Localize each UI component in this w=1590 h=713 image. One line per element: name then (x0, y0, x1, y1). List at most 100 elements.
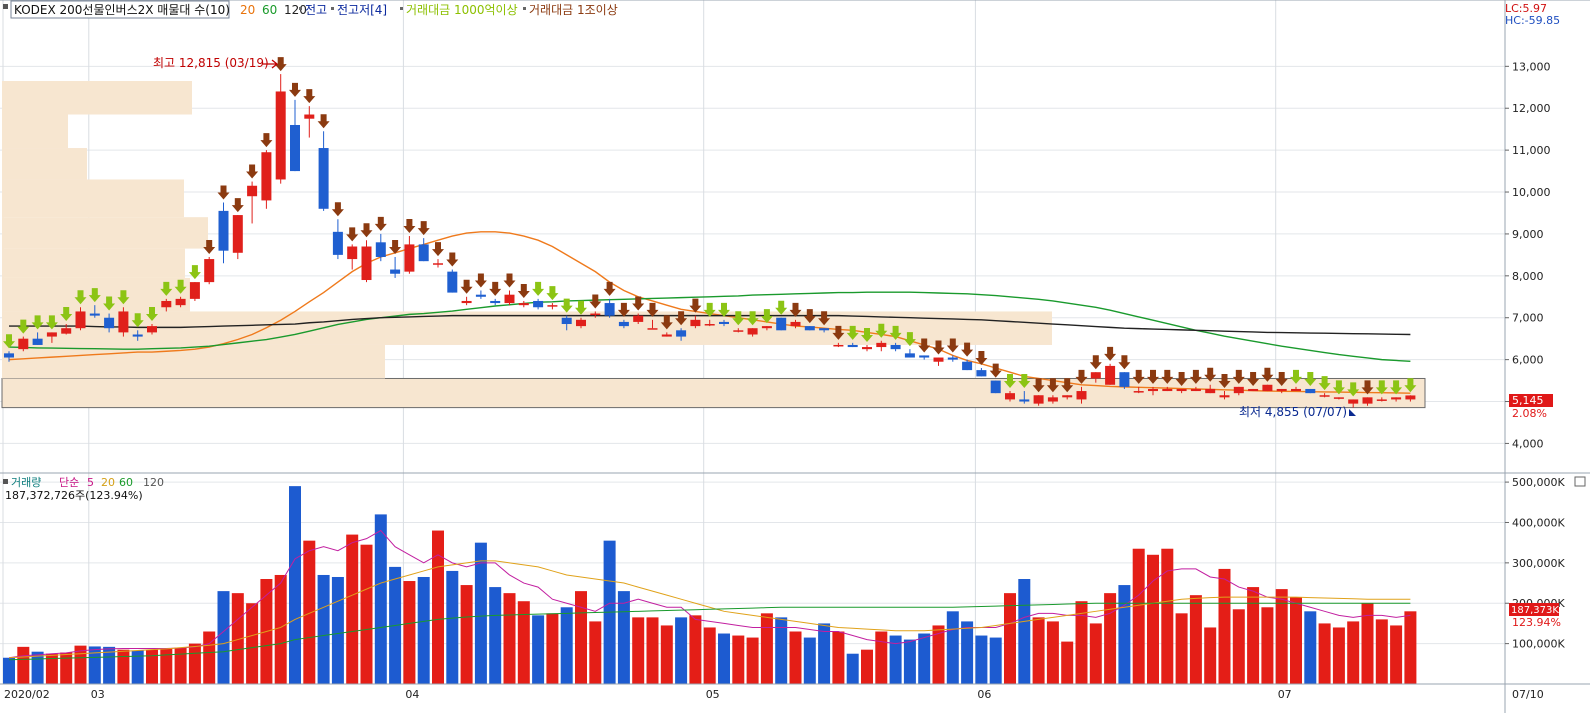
candle-body[interactable] (1005, 393, 1015, 400)
volume-bar[interactable] (346, 534, 359, 684)
panel-maximize-icon[interactable] (1574, 476, 1586, 487)
volume-bar[interactable] (203, 631, 216, 684)
volume-bar[interactable] (432, 530, 444, 684)
volume-bar[interactable] (74, 645, 87, 684)
candle-body[interactable] (847, 344, 858, 348)
volume-bar[interactable] (31, 651, 44, 684)
candle-body[interactable] (804, 326, 815, 331)
candle-body[interactable] (1305, 388, 1316, 394)
volume-bar[interactable] (274, 574, 287, 684)
volume-bar[interactable] (1032, 617, 1045, 684)
volume-bar[interactable] (746, 637, 759, 684)
title-box[interactable] (10, 0, 230, 19)
candle-body[interactable] (218, 210, 229, 251)
candle-body[interactable] (661, 334, 672, 337)
volume-bar[interactable] (703, 627, 716, 684)
volume-bar[interactable] (632, 617, 645, 684)
candle-body[interactable] (776, 317, 787, 331)
volume-bar[interactable] (1004, 593, 1016, 684)
volume-bar[interactable] (689, 615, 702, 684)
candle-body[interactable] (1333, 397, 1344, 399)
candle-body[interactable] (361, 246, 372, 281)
volume-bar[interactable] (1232, 609, 1245, 684)
candle-body[interactable] (1319, 395, 1330, 397)
volume-bar[interactable] (646, 617, 659, 684)
candle-body[interactable] (304, 114, 315, 119)
candle-body[interactable] (1019, 399, 1030, 402)
volume-bar[interactable] (660, 625, 673, 684)
candle-body[interactable] (547, 305, 558, 307)
volume-bar[interactable] (1404, 611, 1417, 684)
volume-bar[interactable] (1118, 585, 1131, 684)
volume-bar[interactable] (1390, 625, 1403, 684)
candle-body[interactable] (1219, 395, 1230, 398)
volume-bar[interactable] (789, 631, 802, 684)
volume-bar[interactable] (975, 635, 988, 684)
candle-body[interactable] (533, 300, 544, 308)
candle-body[interactable] (475, 294, 486, 297)
volume-bar[interactable] (217, 591, 230, 684)
candle-body[interactable] (576, 319, 586, 327)
candle-body[interactable] (733, 330, 744, 332)
volume-bar[interactable] (174, 647, 187, 684)
candle-body[interactable] (1348, 399, 1359, 404)
volume-bar[interactable] (17, 646, 30, 684)
volume-bar[interactable] (1046, 621, 1059, 684)
volume-bar[interactable] (88, 646, 101, 684)
volume-bar[interactable] (474, 542, 487, 684)
candle-body[interactable] (561, 317, 572, 325)
volume-bar[interactable] (1189, 595, 1202, 684)
volume-bar[interactable] (1018, 579, 1031, 684)
volume-bar[interactable] (903, 639, 916, 684)
candle-body[interactable] (175, 298, 186, 306)
volume-bar[interactable] (875, 631, 888, 684)
candle-body[interactable] (1176, 388, 1187, 392)
volume-bar[interactable] (503, 593, 516, 684)
candle-body[interactable] (232, 215, 243, 253)
volume-bar[interactable] (303, 540, 316, 684)
volume-bar[interactable] (1204, 627, 1217, 684)
candle-body[interactable] (618, 321, 629, 327)
volume-bar[interactable] (1347, 621, 1360, 684)
candle-body[interactable] (676, 330, 687, 337)
volume-bar[interactable] (1061, 641, 1074, 684)
volume-bar[interactable] (589, 621, 602, 684)
volume-bar[interactable] (560, 607, 573, 684)
candlesticks[interactable] (4, 74, 1416, 408)
candle-body[interactable] (1205, 388, 1216, 394)
volume-bar[interactable] (360, 544, 373, 684)
candle-body[interactable] (418, 244, 429, 262)
candle-body[interactable] (590, 313, 601, 316)
volume-bar[interactable] (1332, 627, 1345, 684)
candle-body[interactable] (704, 324, 715, 326)
legend-item[interactable]: 전고 (305, 3, 327, 17)
candle-body[interactable] (318, 148, 329, 209)
candle-body[interactable] (690, 319, 701, 327)
candle-body[interactable] (4, 353, 14, 358)
volume-bar[interactable] (961, 621, 974, 684)
candle-body[interactable] (1119, 372, 1130, 387)
candle-body[interactable] (161, 300, 172, 308)
volume-bar[interactable] (131, 650, 144, 684)
volume-bar[interactable] (289, 486, 301, 684)
volume-bar[interactable] (1261, 607, 1274, 684)
volume-bar[interactable] (374, 514, 387, 684)
candle-body[interactable] (1162, 388, 1173, 392)
volume-bar[interactable] (818, 623, 831, 684)
candle-body[interactable] (962, 361, 973, 371)
volume-bar[interactable] (231, 593, 244, 684)
candle-body[interactable] (433, 263, 443, 265)
volume-bar[interactable] (60, 652, 73, 684)
volume-bar[interactable] (546, 613, 559, 684)
volume-bar[interactable] (460, 585, 473, 684)
candle-body[interactable] (747, 328, 758, 335)
volume-bar[interactable] (246, 603, 259, 684)
candle-body[interactable] (647, 328, 658, 330)
candle-body[interactable] (390, 269, 401, 274)
candle-body[interactable] (1090, 372, 1101, 379)
volume-bar[interactable] (1247, 587, 1260, 684)
candle-body[interactable] (46, 332, 57, 337)
candle-body[interactable] (118, 311, 129, 333)
volume-bar[interactable] (732, 635, 745, 684)
